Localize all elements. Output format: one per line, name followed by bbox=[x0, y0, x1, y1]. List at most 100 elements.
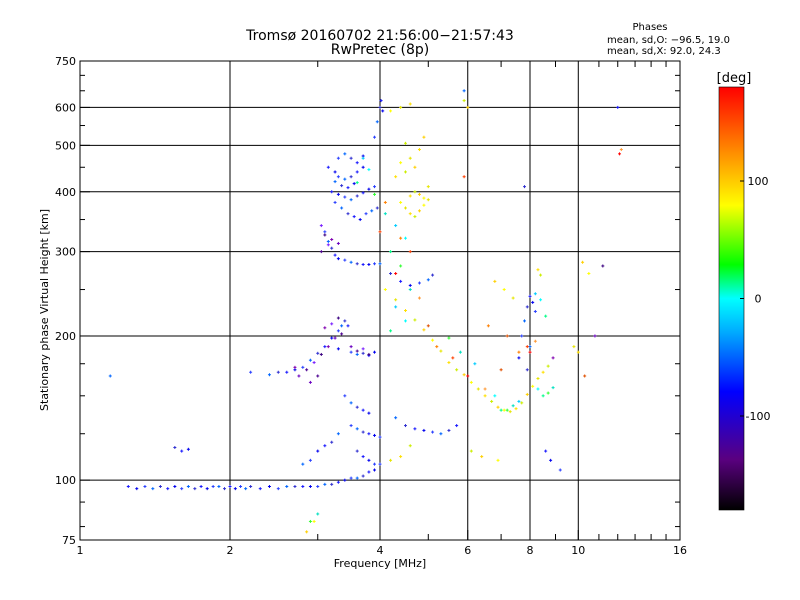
data-point bbox=[349, 476, 353, 480]
data-point bbox=[244, 487, 248, 491]
data-point bbox=[336, 257, 340, 261]
axis-layer: 1 2 4 6 8 10 16 75 100 200 300 400 500 600 750 bbox=[55, 55, 687, 557]
data-point bbox=[389, 272, 393, 276]
y-tick-label: 600 bbox=[55, 101, 76, 114]
data-point bbox=[323, 345, 327, 349]
data-point bbox=[546, 391, 550, 395]
x-tick-label: 4 bbox=[377, 544, 384, 557]
data-point bbox=[502, 288, 506, 292]
data-point bbox=[536, 377, 540, 381]
data-point bbox=[439, 432, 443, 436]
data-point bbox=[544, 449, 548, 453]
data-point bbox=[394, 298, 398, 302]
data-point bbox=[355, 349, 359, 353]
data-point bbox=[618, 152, 622, 156]
data-point bbox=[399, 236, 403, 240]
data-point bbox=[525, 305, 529, 309]
data-point bbox=[186, 447, 190, 451]
data-point bbox=[525, 392, 529, 396]
data-point bbox=[355, 262, 359, 266]
data-point bbox=[408, 283, 412, 287]
data-point bbox=[533, 292, 537, 296]
data-point bbox=[361, 347, 365, 351]
colorbar-ticks: 100 0 -100 bbox=[740, 175, 770, 423]
data-point bbox=[355, 194, 359, 198]
data-point bbox=[361, 191, 365, 195]
colorbar-tick-label: -100 bbox=[746, 410, 771, 423]
data-point bbox=[267, 373, 271, 377]
data-point bbox=[413, 318, 417, 322]
data-point bbox=[413, 215, 417, 219]
data-point bbox=[431, 273, 435, 277]
data-point bbox=[523, 185, 527, 189]
data-point bbox=[431, 430, 435, 434]
data-point bbox=[462, 99, 466, 103]
data-point bbox=[346, 212, 350, 216]
data-point bbox=[285, 484, 289, 488]
data-point bbox=[340, 332, 344, 336]
data-point bbox=[316, 351, 320, 355]
data-point bbox=[447, 336, 451, 340]
data-point bbox=[422, 328, 426, 332]
data-point bbox=[373, 468, 377, 472]
data-point bbox=[508, 410, 512, 414]
data-point bbox=[158, 484, 162, 488]
data-point bbox=[389, 250, 393, 254]
data-point bbox=[361, 474, 365, 478]
data-point bbox=[539, 298, 543, 302]
data-point bbox=[340, 324, 344, 328]
data-point bbox=[343, 195, 347, 199]
x-axis-label: Frequency [MHz] bbox=[334, 557, 426, 570]
data-point bbox=[533, 309, 537, 313]
data-point bbox=[301, 365, 305, 369]
chart-title: Tromsø 20160702 21:56:00−21:57:43 bbox=[245, 28, 514, 44]
data-point bbox=[346, 186, 350, 190]
data-point bbox=[408, 288, 412, 292]
data-point bbox=[333, 170, 337, 174]
data-point bbox=[403, 236, 407, 240]
data-point bbox=[469, 449, 473, 453]
data-point bbox=[346, 324, 350, 328]
data-point bbox=[601, 264, 605, 268]
data-point bbox=[517, 399, 521, 403]
data-point bbox=[523, 319, 527, 323]
data-point bbox=[531, 384, 535, 388]
data-point bbox=[367, 458, 371, 462]
data-point bbox=[330, 190, 334, 194]
data-point bbox=[308, 380, 312, 384]
data-point bbox=[466, 374, 470, 378]
data-point bbox=[403, 170, 407, 174]
data-point bbox=[375, 120, 379, 124]
data-point bbox=[462, 175, 466, 179]
data-point bbox=[551, 386, 555, 390]
data-point bbox=[355, 161, 359, 165]
data-point bbox=[316, 449, 320, 453]
data-point bbox=[180, 487, 184, 491]
data-point bbox=[301, 462, 305, 466]
grid-layer bbox=[80, 61, 680, 540]
data-point bbox=[389, 329, 393, 333]
data-point bbox=[293, 484, 297, 488]
data-point bbox=[378, 230, 382, 234]
data-point bbox=[126, 484, 130, 488]
data-point bbox=[378, 105, 382, 109]
data-point bbox=[528, 294, 532, 298]
colorbar-label: [deg] bbox=[717, 71, 752, 86]
data-point bbox=[480, 455, 484, 459]
data-point bbox=[349, 260, 353, 264]
data-point bbox=[336, 480, 340, 484]
data-point bbox=[358, 218, 362, 222]
data-point bbox=[239, 484, 243, 488]
data-point bbox=[343, 319, 347, 323]
data-point bbox=[462, 89, 466, 93]
data-point bbox=[520, 334, 524, 338]
data-point bbox=[211, 484, 215, 488]
data-point bbox=[379, 99, 383, 103]
data-point bbox=[330, 246, 334, 250]
data-point bbox=[378, 262, 382, 266]
data-point bbox=[326, 239, 330, 243]
x-tick-label: 1 bbox=[77, 544, 84, 557]
data-point bbox=[349, 345, 353, 349]
data-point bbox=[193, 487, 197, 491]
